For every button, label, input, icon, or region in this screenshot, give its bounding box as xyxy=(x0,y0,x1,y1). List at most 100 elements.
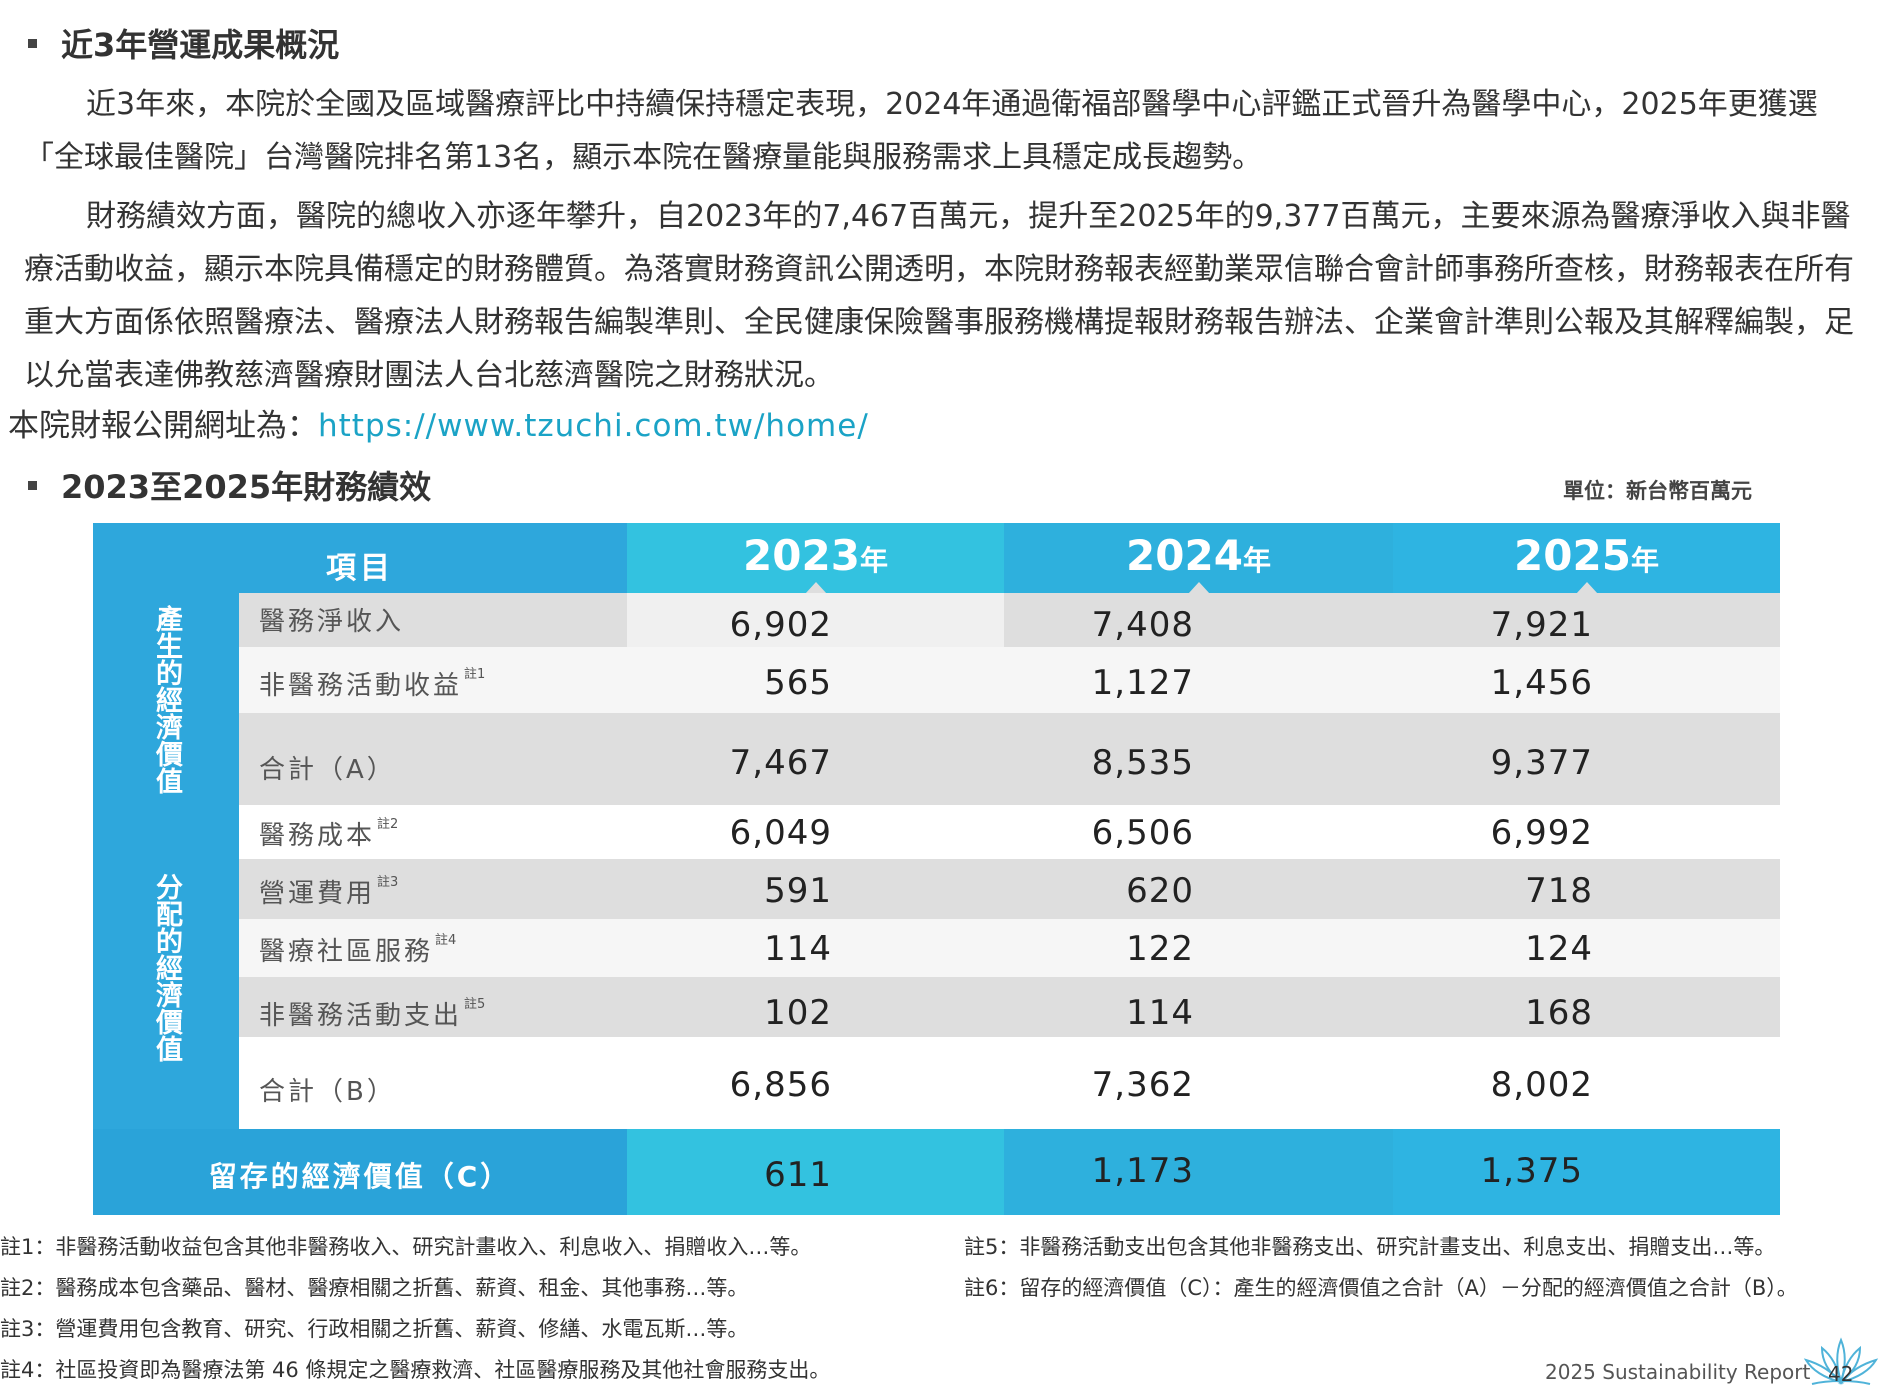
value-cell-2025: 168 xyxy=(1393,977,1780,1037)
lotus-logo-icon xyxy=(1803,1337,1879,1386)
table-row: 非醫務活動支出 註5 102 114 168 xyxy=(239,977,1780,1037)
footnote-marker: 註4 xyxy=(435,933,457,948)
total-row-retained: 留存的經濟價值（C） 611 1,173 1,375 xyxy=(93,1129,1780,1215)
total-cell-2023: 611 xyxy=(627,1129,1004,1215)
value: 9,377 xyxy=(1490,743,1593,783)
header-year-suffix: 年 xyxy=(859,544,888,577)
header-year-2024: 2024年 xyxy=(1004,523,1393,594)
value: 7,362 xyxy=(1091,1065,1194,1105)
value: 124 xyxy=(1525,929,1593,969)
note-4: 註4：社區投資即為醫療法第 46 條規定之醫療救濟、社區醫療服務及其他社會服務支… xyxy=(0,1358,831,1382)
value-cell-2023: 6,049 xyxy=(627,805,1004,859)
value: 8,002 xyxy=(1490,1065,1593,1105)
total-value: 1,375 xyxy=(1480,1151,1583,1191)
value-cell-2025: 8,002 xyxy=(1393,1037,1780,1129)
notes-right: 註5：非醫務活動支出包含其他非醫務支出、研究計畫支出、利息支出、捐贈支出…等。 … xyxy=(964,1227,1798,1309)
value-cell-2025: 6,992 xyxy=(1393,805,1780,859)
note-1: 註1：非醫務活動收益包含其他非醫務收入、研究計畫收入、利息收入、捐贈收入…等。 xyxy=(0,1235,812,1259)
value-cell-2025: 1,456 xyxy=(1393,647,1780,713)
total-cell-2025: 1,375 xyxy=(1393,1129,1780,1215)
value: 102 xyxy=(764,993,832,1033)
value: 7,408 xyxy=(1091,605,1194,645)
report-url-link[interactable]: https://www.tzuchi.com.tw/home/ xyxy=(318,408,869,444)
table-row: 合計（B） 6,856 7,362 8,002 xyxy=(239,1037,1780,1129)
value: 8,535 xyxy=(1091,743,1194,783)
value: 1,127 xyxy=(1091,663,1194,703)
value: 620 xyxy=(1126,871,1194,911)
value-cell-2024: 8,535 xyxy=(1004,713,1393,805)
bullet-icon xyxy=(28,38,37,48)
note-2: 註2：醫務成本包含藥品、醫材、醫療相關之折舊、薪資、租金、其他事務…等。 xyxy=(0,1276,749,1300)
value-cell-2023: 591 xyxy=(627,859,1004,919)
total-label: 留存的經濟價值（C） xyxy=(208,1160,512,1193)
value: 1,456 xyxy=(1490,663,1593,703)
row-label: 非醫務活動收益 xyxy=(259,671,463,701)
value: 122 xyxy=(1126,929,1194,969)
paragraph-text: 財務績效方面，醫院的總收入亦逐年攀升，自2023年的7,467百萬元，提升至20… xyxy=(24,199,1854,393)
row-label-cell: 非醫務活動收益 註1 xyxy=(239,647,627,713)
value: 6,902 xyxy=(729,605,832,645)
table-row: 非醫務活動收益 註1 565 1,127 1,456 xyxy=(239,647,1780,713)
total-label-cell: 留存的經濟價值（C） xyxy=(93,1129,627,1215)
header-item-label: 項目 xyxy=(326,551,394,586)
paragraph-text: 近3年來，本院於全國及區域醫療評比中持續保持穩定表現，2024年通過衛福部醫學中… xyxy=(24,87,1818,175)
value-cell-2023: 102 xyxy=(627,977,1004,1037)
section-heading-financial: 2023至2025年財務績效 xyxy=(28,462,431,508)
group-generated: 產生的經濟價值 xyxy=(93,593,239,805)
footer-report: 2025 Sustainability Report xyxy=(1545,1360,1811,1384)
value-cell-2024: 1,127 xyxy=(1004,647,1393,713)
group-distributed-label: 分配的經濟價值 xyxy=(151,872,182,1062)
report-url-line: 本院財報公開網址為：https://www.tzuchi.com.tw/home… xyxy=(8,400,869,445)
bullet-icon xyxy=(28,480,37,490)
notch-icon xyxy=(804,582,827,594)
row-label: 醫務成本 xyxy=(259,821,376,851)
value: 718 xyxy=(1525,871,1593,911)
total-cell-2024: 1,173 xyxy=(1004,1129,1393,1215)
value-cell-2025: 7,921 xyxy=(1393,593,1780,647)
value-cell-2025: 9,377 xyxy=(1393,713,1780,805)
unit-label: 單位：新台幣百萬元 xyxy=(1563,479,1752,503)
note-3: 註3：營運費用包含教育、研究、行政相關之折舊、薪資、修繕、水電瓦斯…等。 xyxy=(0,1317,749,1341)
table-row: 醫療社區服務 註4 114 122 124 xyxy=(239,919,1780,977)
value-cell-2024: 620 xyxy=(1004,859,1393,919)
row-label: 營運費用 xyxy=(259,879,376,909)
value: 7,921 xyxy=(1490,605,1593,645)
header-year-num: 2025 xyxy=(1514,531,1631,580)
header-year-suffix: 年 xyxy=(1242,544,1271,577)
group-generated-label: 產生的經濟價值 xyxy=(151,604,182,794)
header-year-num: 2023 xyxy=(743,531,860,580)
value-cell-2023: 6,902 xyxy=(627,593,1004,647)
value: 6,856 xyxy=(729,1065,832,1105)
total-value: 611 xyxy=(764,1155,832,1195)
section-title: 近3年營運成果概況 xyxy=(61,26,340,64)
value: 6,992 xyxy=(1490,813,1593,853)
value: 591 xyxy=(764,871,832,911)
row-label-cell: 醫務淨收入 xyxy=(239,593,627,647)
paragraph-operations: 近3年來，本院於全國及區域醫療評比中持續保持穩定表現，2024年通過衛福部醫學中… xyxy=(24,78,1864,184)
paragraph-finance: 財務績效方面，醫院的總收入亦逐年攀升，自2023年的7,467百萬元，提升至20… xyxy=(24,190,1864,402)
value-cell-2024: 6,506 xyxy=(1004,805,1393,859)
value-cell-2024: 122 xyxy=(1004,919,1393,977)
value-cell-2024: 7,408 xyxy=(1004,593,1393,647)
total-value: 1,173 xyxy=(1091,1151,1194,1191)
url-label: 本院財報公開網址為： xyxy=(8,408,318,444)
value-cell-2024: 7,362 xyxy=(1004,1037,1393,1129)
value-cell-2025: 124 xyxy=(1393,919,1780,977)
value: 565 xyxy=(764,663,832,703)
note-6: 註6：留存的經濟價值（C）：產生的經濟價值之合計（A）－分配的經濟價值之合計（B… xyxy=(964,1276,1798,1300)
value-cell-2023: 114 xyxy=(627,919,1004,977)
header-year-2023: 2023年 xyxy=(627,523,1004,594)
value: 7,467 xyxy=(729,743,832,783)
row-label: 醫務淨收入 xyxy=(259,607,405,637)
row-label-cell: 醫療社區服務 註4 xyxy=(239,919,627,977)
notch-icon xyxy=(1575,582,1598,594)
row-label-cell: 營運費用 註3 xyxy=(239,859,627,919)
row-label: 非醫務活動支出 xyxy=(259,1001,463,1031)
table-row: 醫務成本 註2 6,049 6,506 6,992 xyxy=(239,805,1780,859)
notch-icon xyxy=(1187,582,1210,594)
row-label-cell: 合計（B） xyxy=(239,1037,627,1129)
row-label: 合計（B） xyxy=(259,1077,396,1107)
header-year-num: 2024 xyxy=(1126,531,1243,580)
header-year-suffix: 年 xyxy=(1630,544,1659,577)
financial-table: 項目 2023年 2024年 2025年 產生的經濟價值 分配的經濟價值 醫務淨… xyxy=(93,523,1780,1215)
